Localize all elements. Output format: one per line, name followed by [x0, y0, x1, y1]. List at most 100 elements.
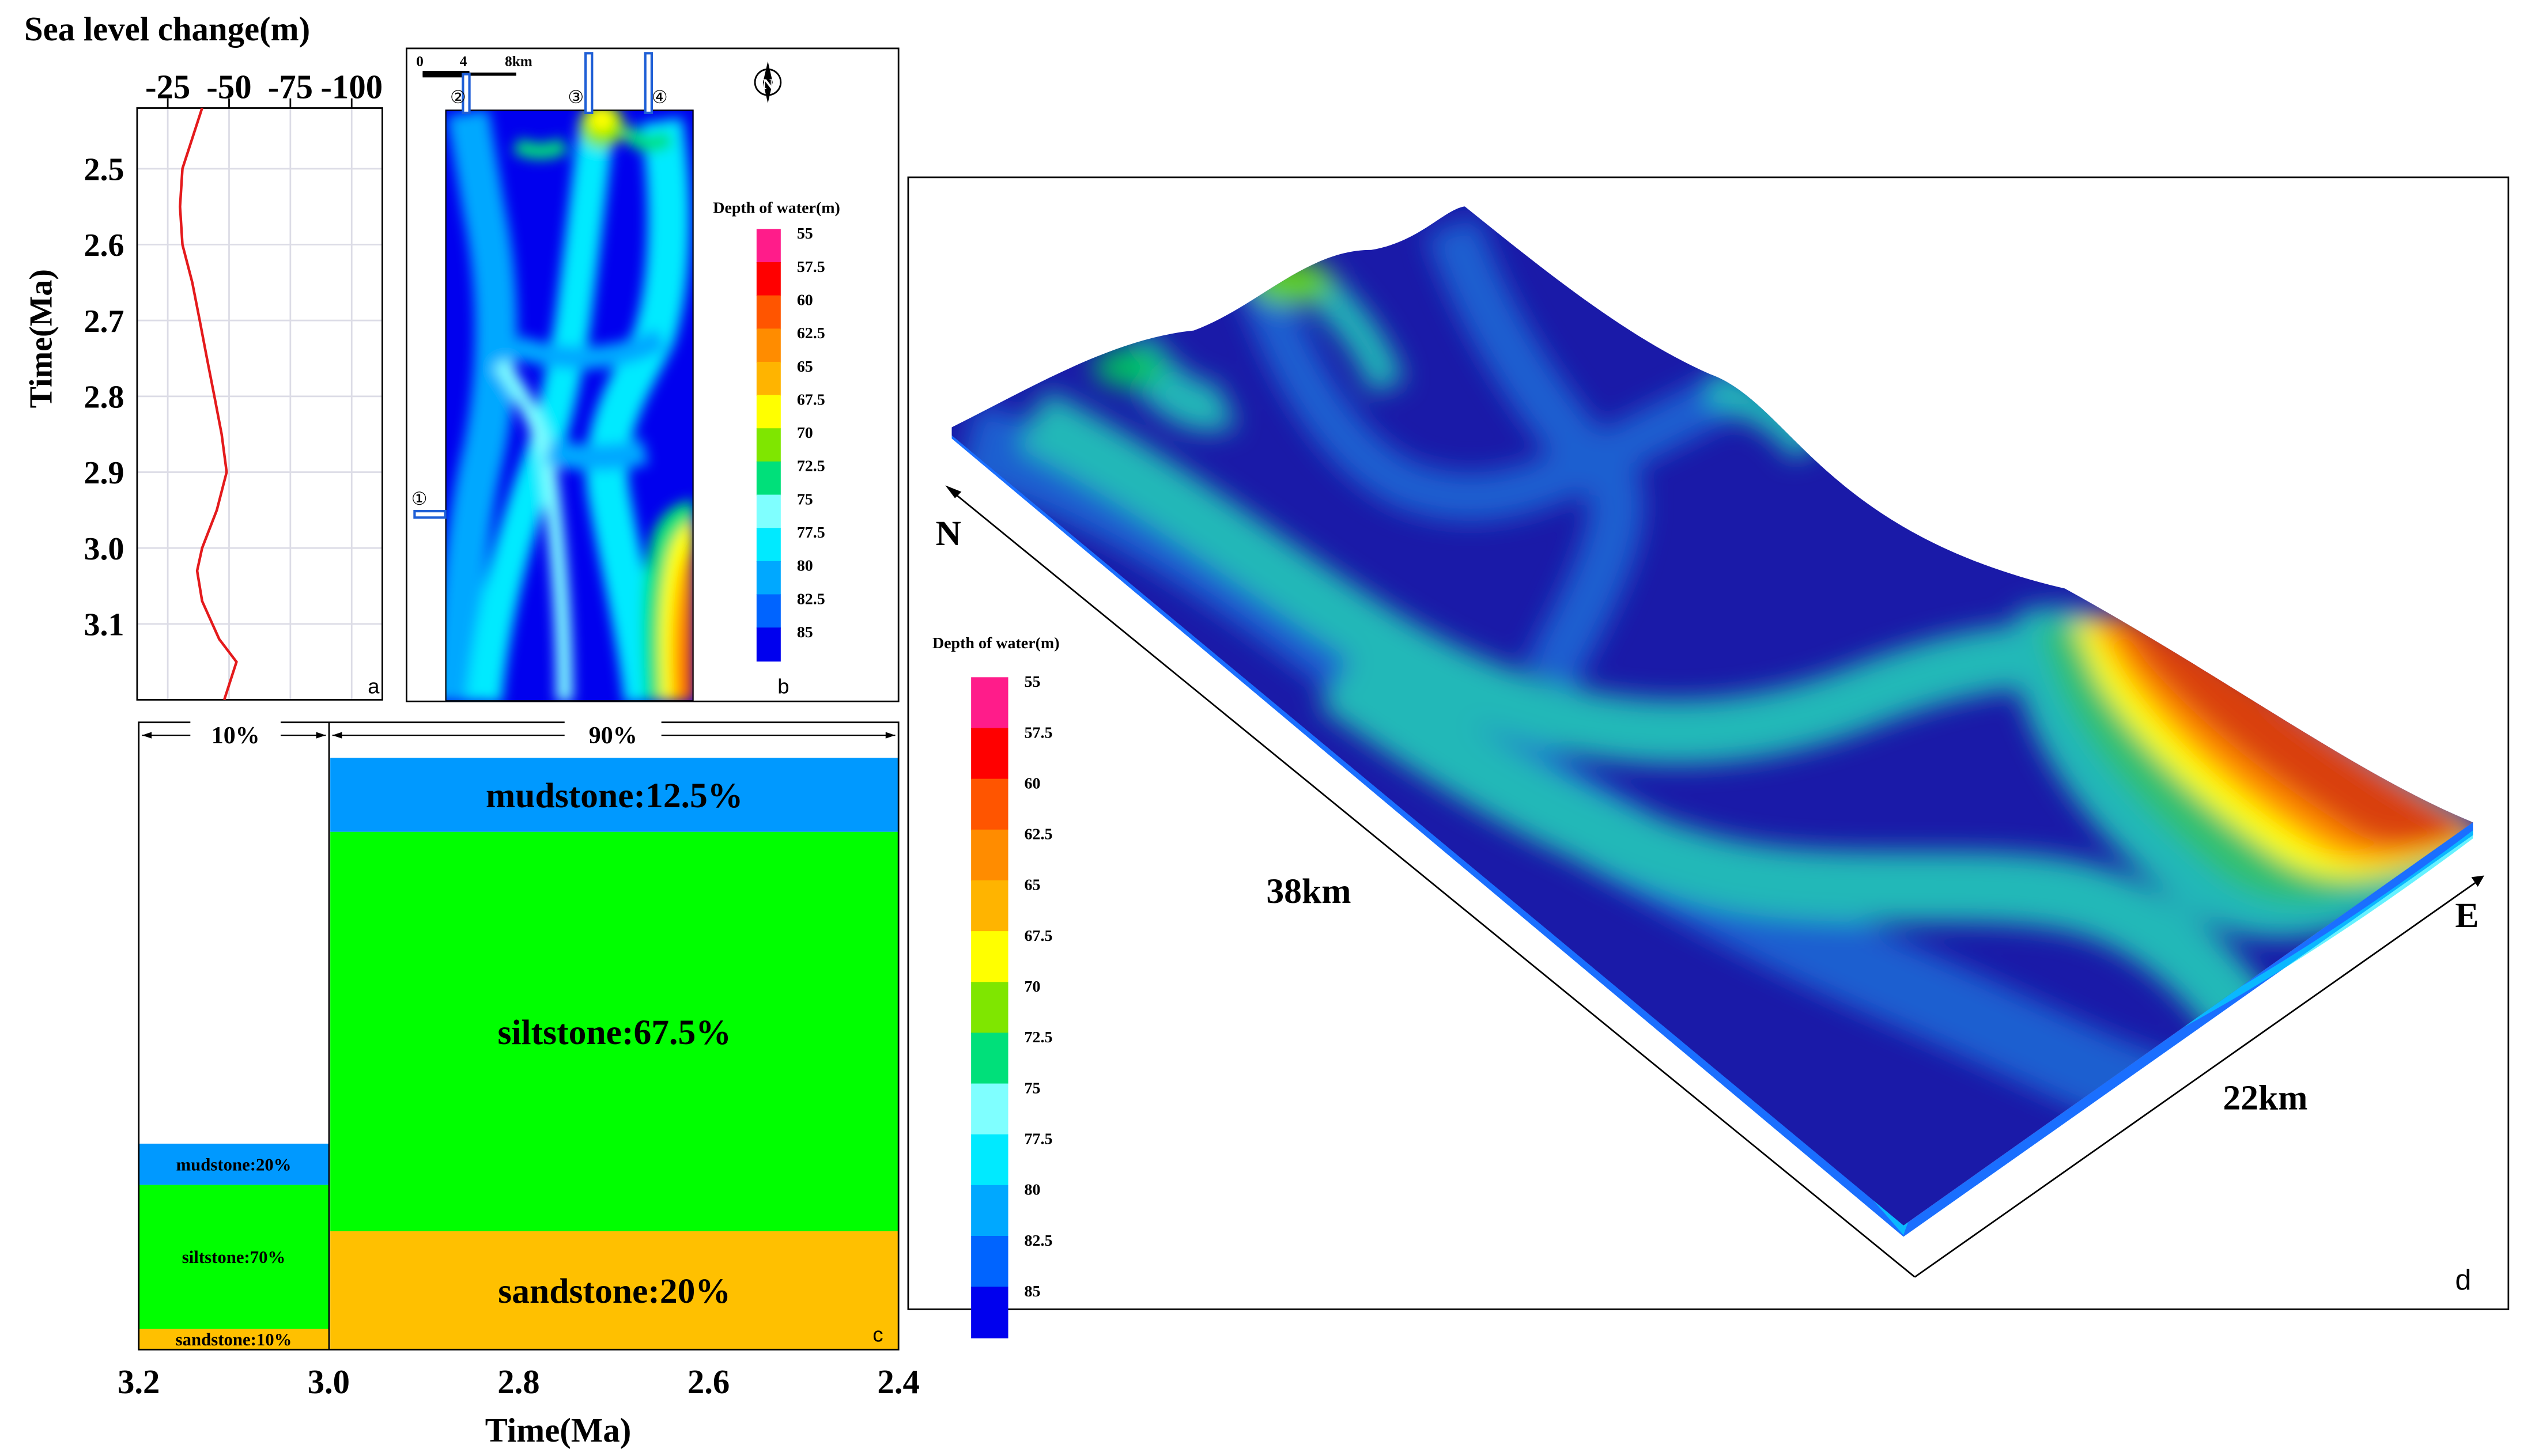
east-axis-label: E [2455, 896, 2479, 935]
legend-swatch [971, 728, 1008, 780]
lithology-label: mudstone:12.5% [486, 776, 743, 815]
lithology-bar [138, 1185, 329, 1329]
legend-swatch [971, 829, 1008, 882]
inflow-label-4: ④ [652, 88, 668, 107]
legend-value: 85 [797, 623, 813, 641]
legend-value: 65 [797, 358, 813, 376]
x-tick-labels: 3.2 3.0 2.8 2.6 2.4 [118, 1363, 920, 1401]
x-tick-label: 2.4 [877, 1363, 919, 1401]
y-axis-label: Time(Ma) [24, 269, 59, 408]
legend-value: 60 [1025, 774, 1041, 792]
legend-swatch [756, 262, 781, 297]
inflow-label-2: ② [450, 88, 466, 107]
y-tick-label: 2.9 [84, 455, 124, 491]
x-tick-label: -25 [145, 69, 190, 106]
legend-value: 72.5 [797, 457, 825, 475]
y-tick-label: 2.5 [84, 152, 124, 187]
legend-value: 77.5 [797, 524, 825, 542]
y-tick-label: 3.1 [84, 607, 124, 642]
legend-swatch [756, 561, 781, 595]
panel-letter-b: b [777, 674, 789, 698]
legend-swatch [971, 1185, 1008, 1237]
lithology-bar [330, 831, 899, 1231]
panel-a-sea-level-chart: Sea level change(m) Time(Ma) -25 -50 -75 -1… [24, 10, 383, 701]
legend-value: 57.5 [1025, 724, 1053, 742]
x-tick-labels: -25 -50 -75 -100 [145, 69, 383, 108]
inflow-label-1: ① [411, 489, 428, 509]
legend-swatch [971, 1083, 1008, 1136]
lithology-bar [330, 758, 899, 832]
x-tick-label: -50 [206, 69, 251, 106]
length-label: 38km [1266, 872, 1351, 911]
legend-swatch [971, 778, 1008, 831]
legend-swatch [756, 627, 781, 662]
panel-letter-d: d [2455, 1264, 2471, 1296]
y-tick-label: 2.8 [84, 379, 124, 415]
legend-value: 75 [797, 490, 813, 508]
inflow-markers: ① ② ③ ④ [411, 52, 668, 519]
chart-title: Sea level change(m) [24, 10, 310, 48]
legend-swatch [971, 880, 1008, 932]
legend-value: 55 [1025, 673, 1041, 691]
legend-value: 72.5 [1025, 1028, 1053, 1046]
legend-value: 67.5 [1025, 927, 1053, 945]
lithology-label: sandstone:20% [498, 1272, 731, 1311]
period-percent-labels: 10% 90% [142, 720, 896, 749]
panel-letter-c: c [872, 1322, 883, 1346]
legend-swatch [971, 931, 1008, 983]
legend-value: 77.5 [1025, 1130, 1053, 1148]
legend-swatch [756, 229, 781, 263]
dimension-lines: N E 38km 22km [936, 485, 2484, 1278]
sea-level-curve [179, 107, 238, 701]
legend-value: 55 [797, 225, 813, 243]
scale-label-0: 0 [416, 54, 424, 70]
legend-title: Depth of water(m) [713, 199, 840, 217]
north-label: N [762, 77, 773, 92]
legend-value: 67.5 [797, 391, 825, 409]
lithology-label: siltstone:70% [182, 1247, 285, 1267]
legend-value: 80 [1025, 1181, 1041, 1199]
lithology-label: sandstone:10% [176, 1330, 292, 1349]
panel-d-legend: Depth of water(m) 55 57.5 60 62.5 65 67.5 70 72… [932, 634, 1060, 1338]
north-arrow-icon: N [754, 61, 782, 104]
x-tick-label: -100 [320, 69, 383, 106]
legend-value: 62.5 [797, 324, 825, 342]
x-tick-label: -75 [268, 69, 313, 106]
panel-letter-a: a [368, 674, 380, 698]
y-tick-label: 2.7 [84, 304, 124, 339]
legend-swatch [756, 328, 781, 363]
legend-value: 70 [797, 424, 813, 442]
period-1-percent: 10% [211, 723, 260, 749]
scale-label-8km: 8km [505, 54, 532, 70]
slab-side [951, 427, 2473, 1237]
x-tick-label: 2.8 [497, 1363, 539, 1401]
legend-swatch [756, 528, 781, 562]
panel-d-frame [907, 176, 2510, 1310]
panel-d-3d-water-depth: N E 38km 22km Depth of water(m) 55 57.5 60… [907, 176, 2510, 1338]
grid-lines [137, 108, 383, 700]
water-depth-surface [951, 206, 2473, 1226]
legend-swatch [756, 494, 781, 529]
legend-swatch [971, 1033, 1008, 1084]
legend-value: 80 [797, 557, 813, 575]
legend-swatch [971, 982, 1008, 1034]
north-axis-label: N [936, 514, 961, 553]
width-label: 22km [2223, 1078, 2307, 1117]
lithology-bar [330, 1231, 899, 1350]
water-depth-map [445, 109, 694, 702]
lithology-bar [138, 1329, 329, 1350]
legend-title: Depth of water(m) [932, 634, 1060, 652]
legend-swatch [971, 677, 1008, 729]
legend-value: 62.5 [1025, 826, 1053, 844]
legend-swatch [756, 594, 781, 629]
x-tick-label: 2.6 [687, 1363, 730, 1401]
period-2-percent: 90% [589, 723, 637, 749]
legend-value: 60 [797, 291, 813, 309]
x-axis-label: Time(Ma) [485, 1412, 632, 1449]
panel-b-legend: Depth of water(m) 55 57.5 60 62.5 65 67.5 70 72… [713, 199, 840, 662]
legend-swatch [971, 1236, 1008, 1288]
legend-swatch [971, 1287, 1008, 1338]
legend-value: 70 [1025, 978, 1041, 996]
legend-value: 82.5 [797, 590, 825, 608]
